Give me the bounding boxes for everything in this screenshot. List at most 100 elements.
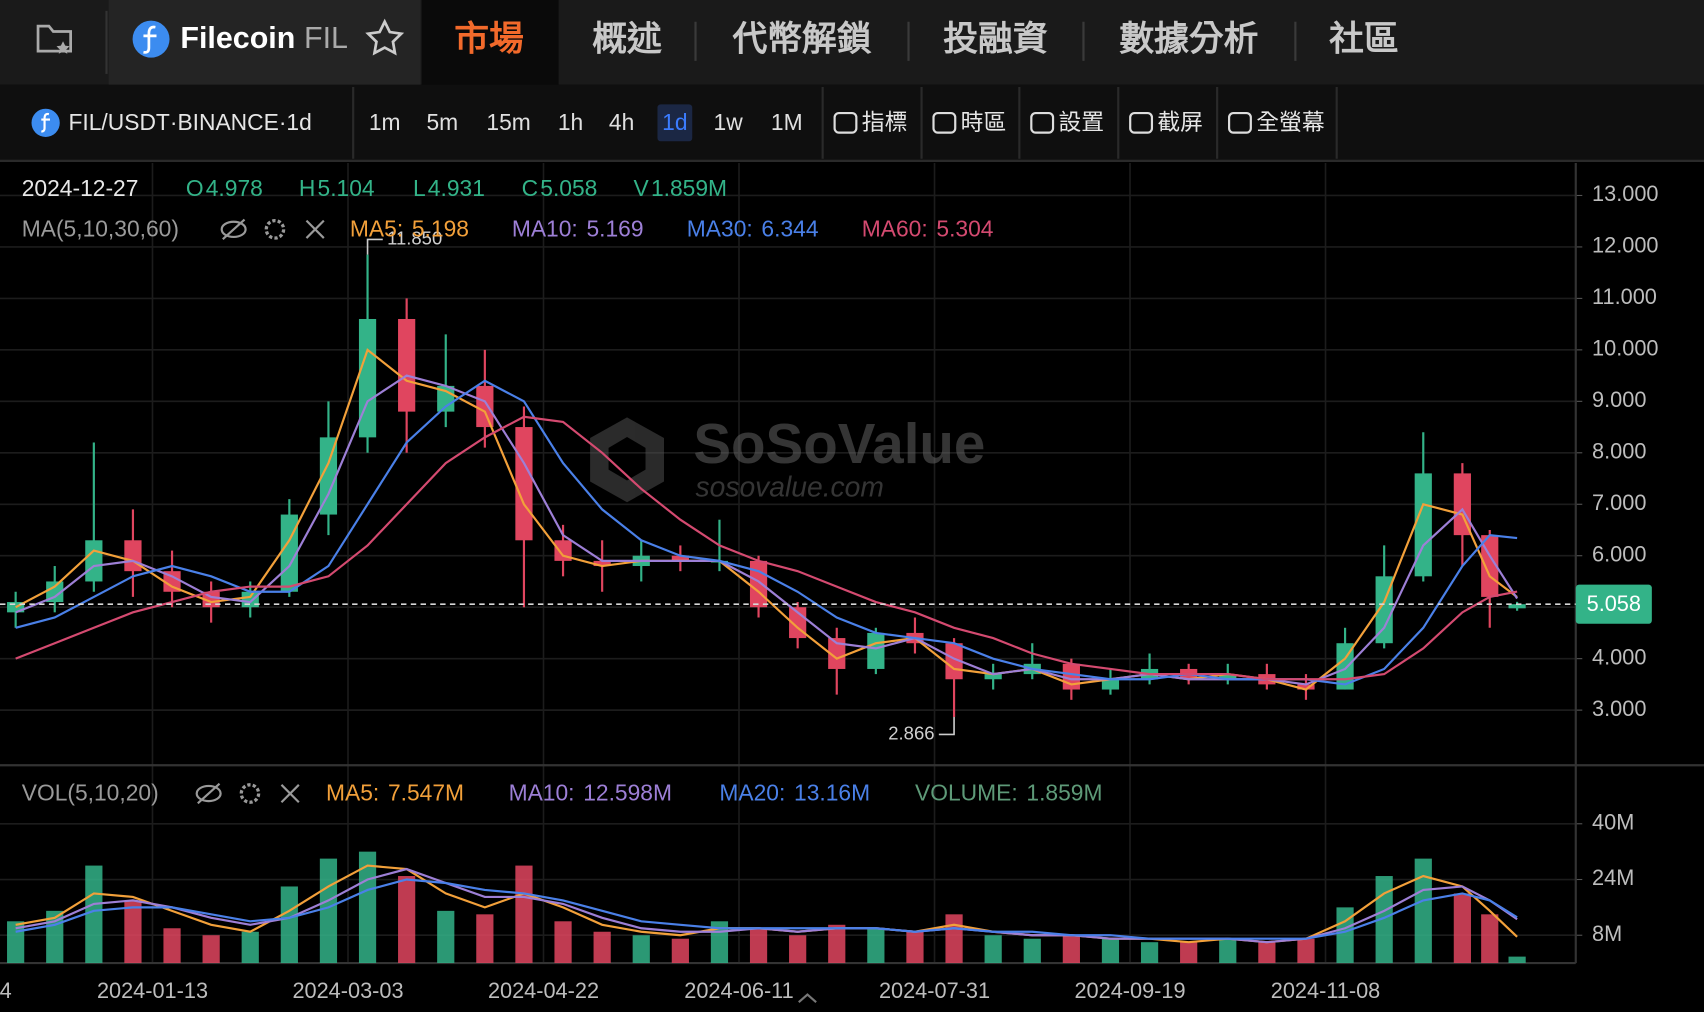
tool-button[interactable]: 指標 — [862, 109, 908, 135]
settings-icon[interactable] — [239, 783, 261, 804]
volume-bar — [828, 924, 846, 964]
tool-button[interactable]: 時區 — [961, 109, 1007, 135]
legend-entry: MA30: 6.344 — [687, 215, 819, 241]
ma-line — [15, 415, 1518, 681]
y-tick-label: 11.000 — [1592, 284, 1657, 309]
interval-button[interactable]: 5m — [426, 109, 458, 135]
legend-text: MA5: — [350, 215, 403, 241]
favorite-star[interactable] — [365, 18, 405, 56]
interval-button[interactable]: 1h — [558, 109, 583, 135]
ohlc-value: C 5.058 — [522, 175, 598, 201]
tool-button[interactable]: 全螢幕 — [1256, 109, 1325, 135]
volume-bar — [671, 938, 689, 964]
candle-body — [241, 591, 259, 608]
volume-ma-line — [15, 878, 1518, 940]
y-tick-label: 24M — [1592, 865, 1634, 890]
legend-text: 7.547M — [388, 780, 464, 806]
y-tick-label: 10.000 — [1592, 336, 1658, 361]
candle-body — [867, 632, 885, 669]
legend-text: 5.104 — [318, 175, 375, 201]
candle-body — [515, 427, 533, 541]
y-tick-label: 3.000 — [1592, 696, 1646, 721]
legend-text: H — [299, 175, 315, 201]
volume-bar — [1414, 858, 1432, 964]
pair-label[interactable]: FIL/USDT·BINANCE·1d — [68, 109, 311, 135]
candle-body — [124, 540, 142, 572]
volume-bar — [319, 858, 338, 964]
tool-icon — [833, 111, 858, 134]
close-icon[interactable] — [305, 219, 325, 239]
candle-body — [7, 602, 25, 613]
x-tick-label: 2024-04-22 — [488, 978, 599, 1003]
close-icon[interactable] — [280, 784, 300, 803]
nav-tab[interactable]: 代幣解鎖 — [731, 19, 871, 58]
pair-glyph — [41, 112, 50, 133]
tool-icon — [932, 111, 957, 134]
candle-body — [554, 540, 572, 561]
legend-text: 5.058 — [540, 175, 597, 201]
legend-text: 5.304 — [936, 215, 993, 241]
legend-entry: MA5: 5.198 — [350, 215, 469, 241]
volume-bar — [1101, 938, 1120, 964]
indicator-label: MA(5,10,30,60) — [22, 215, 179, 241]
hide-icon[interactable] — [220, 220, 247, 239]
volume-bar — [554, 921, 572, 964]
candle-body — [319, 437, 338, 515]
ohlc-volume: V 1.859M — [634, 175, 727, 201]
legend-text: 2024-12-27 — [22, 175, 139, 201]
x-tick-label: 2023-11-24 — [0, 978, 12, 1003]
volume-bar — [945, 914, 963, 964]
volume-bar — [749, 928, 768, 964]
candle-body — [1414, 473, 1432, 577]
folder-icon — [36, 24, 72, 53]
interval-button[interactable]: 15m — [486, 109, 530, 135]
annotation-arrow — [366, 238, 383, 255]
candle-body — [85, 540, 103, 582]
candle-body — [398, 318, 416, 412]
y-tick-label: 7.000 — [1592, 490, 1646, 515]
interval-button[interactable]: 1w — [714, 109, 744, 135]
y-tick-label: 12.000 — [1592, 233, 1658, 258]
watchlist-icon[interactable] — [36, 24, 72, 54]
last-price-label: 5.058 — [1587, 591, 1641, 616]
interval-button[interactable]: 1M — [771, 109, 803, 135]
nav-tab[interactable]: 投融資 — [943, 19, 1048, 58]
candle-body — [1508, 604, 1526, 609]
tool-button[interactable]: 截屏 — [1157, 109, 1203, 135]
active-tab-bg — [421, 0, 559, 85]
volume-bar — [202, 935, 220, 964]
nav-tab[interactable]: 數據分析 — [1119, 19, 1258, 58]
volume-bar — [85, 865, 103, 964]
tool-icon — [1030, 111, 1055, 134]
watermark-title: SoSoValue — [693, 412, 985, 475]
watermark-logo — [590, 417, 664, 503]
star-icon — [56, 41, 70, 54]
collapse-chevron[interactable] — [798, 993, 817, 1004]
volume-bar — [358, 851, 377, 964]
tool-button[interactable]: 設置 — [1058, 109, 1104, 135]
legend-text: O — [186, 175, 204, 201]
volume-bar — [1481, 914, 1499, 964]
legend-text: V — [634, 175, 650, 201]
nav-tab[interactable]: 社區 — [1329, 19, 1399, 58]
y-tick-label: 8M — [1592, 921, 1622, 946]
legend-text: L — [413, 175, 426, 201]
x-tick-label: 2024-11-08 — [1271, 978, 1380, 1003]
interval-button[interactable]: 1d — [662, 109, 687, 135]
legend-text: 12.598M — [583, 780, 672, 806]
legend-entry: MA20: 13.16M — [719, 780, 870, 806]
settings-icon[interactable] — [264, 219, 286, 240]
legend-text: MA60: — [862, 215, 928, 241]
ma-line — [15, 374, 1519, 686]
volume-bar — [1062, 935, 1080, 964]
nav-tab[interactable]: 市場 — [454, 19, 524, 58]
nav-tab[interactable]: 概述 — [592, 19, 662, 58]
volume-bar — [984, 935, 1002, 964]
interval-button[interactable]: 1m — [369, 109, 401, 135]
hide-icon[interactable] — [195, 784, 222, 803]
interval-button[interactable]: 4h — [609, 109, 634, 135]
